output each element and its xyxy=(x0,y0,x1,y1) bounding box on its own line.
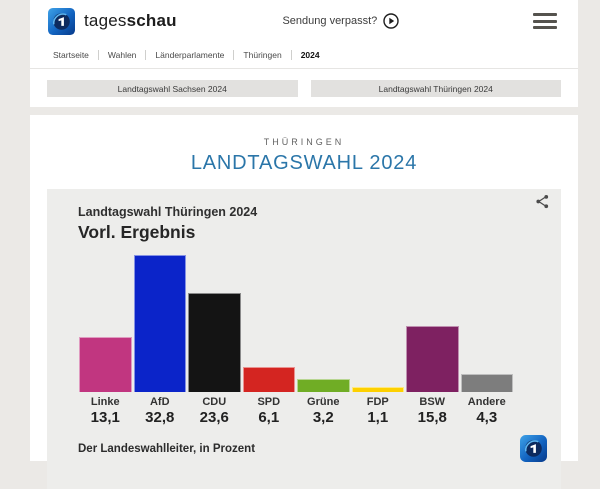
bar-column-linke: Linke 13,1 xyxy=(78,254,133,426)
bar-chart: Linke 13,1 AfD 32,8 CDU 23,6 SPD 6,1 Grüne 3,2 FDP… xyxy=(78,254,514,426)
party-label: Grüne xyxy=(307,396,340,408)
menu-icon[interactable] xyxy=(533,13,557,29)
page-kicker: THÜRINGEN xyxy=(263,137,345,147)
party-label: CDU xyxy=(202,396,227,408)
result-chart-panel: Landtagswahl Thüringen 2024 Vorl. Ergebn… xyxy=(47,189,561,489)
bar-column-afd: AfD 32,8 xyxy=(133,254,188,426)
bar-column-fdp: FDP 1,1 xyxy=(351,254,406,426)
bar-column-andere: Andere 4,3 xyxy=(460,254,515,426)
bar-column-cdu: CDU 23,6 xyxy=(187,254,242,426)
sendung-verpasst-link[interactable]: Sendung verpasst? xyxy=(282,13,399,29)
bar-spd xyxy=(242,366,295,392)
breadcrumb-item[interactable]: Länderparlamente xyxy=(155,50,235,60)
bar-track xyxy=(351,254,406,392)
play-icon xyxy=(383,13,399,29)
section-gap xyxy=(0,107,600,115)
breadcrumb: Startseite Wahlen Länderparlamente Thüringe… xyxy=(30,42,578,69)
party-value: 6,1 xyxy=(258,409,280,426)
bar-track xyxy=(242,254,297,392)
party-label: AfD xyxy=(149,396,170,408)
party-label: Linke xyxy=(90,396,120,408)
bar-track xyxy=(405,254,460,392)
party-value: 1,1 xyxy=(367,409,389,426)
party-value: 15,8 xyxy=(417,409,447,426)
main-content: THÜRINGEN LANDTAGSWAHL 2024 Landtagswahl… xyxy=(30,115,578,489)
election-nav-button[interactable]: Landtagswahl Thüringen 2024 xyxy=(310,80,561,97)
bar-track xyxy=(460,254,515,392)
party-label: Andere xyxy=(467,396,506,408)
header-top-row: tagesschau Sendung verpasst? xyxy=(30,0,578,42)
breadcrumb-item[interactable]: Wahlen xyxy=(107,50,147,60)
chart-subtitle: Vorl. Ergebnis xyxy=(78,222,196,242)
bar-column-grüne: Grüne 3,2 xyxy=(296,254,351,426)
brand-wordmark: tagesschau xyxy=(84,11,177,30)
ard-globe-icon xyxy=(48,7,75,35)
party-label: FDP xyxy=(366,396,389,408)
bar-bsw xyxy=(406,326,459,392)
bar-grüne xyxy=(297,378,350,392)
bar-column-spd: SPD 6,1 xyxy=(242,254,297,426)
bar-track xyxy=(133,254,188,392)
party-label: SPD xyxy=(257,396,281,408)
ard-globe-watermark-icon xyxy=(520,435,547,462)
party-label: BSW xyxy=(419,396,446,408)
bar-andere xyxy=(460,374,513,392)
chart-title: Landtagswahl Thüringen 2024 xyxy=(78,205,258,219)
breadcrumb-item[interactable]: 2024 xyxy=(300,50,320,60)
bar-column-bsw: BSW 15,8 xyxy=(405,254,460,426)
tagesschau-logo-link[interactable]: tagesschau xyxy=(48,7,177,35)
party-value: 32,8 xyxy=(145,409,175,426)
party-value: 13,1 xyxy=(90,409,120,426)
bar-linke xyxy=(79,337,132,392)
bar-fdp xyxy=(351,387,404,392)
header: tagesschau Sendung verpasst? Startseite W… xyxy=(30,0,578,107)
party-value: 4,3 xyxy=(476,409,498,426)
share-icon[interactable] xyxy=(535,194,550,209)
bar-track xyxy=(296,254,351,392)
party-value: 23,6 xyxy=(199,409,229,426)
bar-afd xyxy=(133,255,186,392)
chart-source: Der Landeswahlleiter, in Prozent xyxy=(78,443,256,455)
sendung-verpasst-label: Sendung verpasst? xyxy=(282,15,378,27)
page-title: LANDTAGSWAHL 2024 xyxy=(190,152,418,174)
breadcrumb-item[interactable]: Thüringen xyxy=(243,50,292,60)
election-nav: Landtagswahl Sachsen 2024 Landtagswahl Th… xyxy=(30,69,578,107)
election-nav-button[interactable]: Landtagswahl Sachsen 2024 xyxy=(47,80,298,97)
breadcrumb-item[interactable]: Startseite xyxy=(53,50,99,60)
bar-track xyxy=(187,254,242,392)
bar-track xyxy=(78,254,133,392)
party-value: 3,2 xyxy=(312,409,334,426)
bar-cdu xyxy=(188,293,241,392)
